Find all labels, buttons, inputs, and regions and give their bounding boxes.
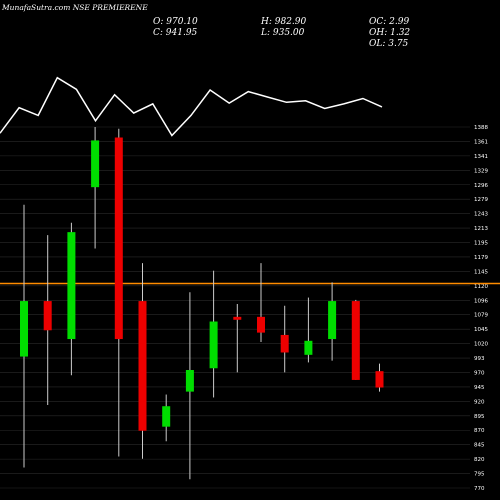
down-candle-body — [114, 137, 123, 340]
y-tick-label: 1329 — [474, 168, 488, 174]
y-tick-label: 770 — [474, 486, 485, 492]
down-candle-body — [280, 334, 289, 353]
up-candle-body — [20, 301, 28, 357]
y-tick-label: 895 — [474, 414, 485, 420]
low-value: L: 935.00 — [261, 28, 305, 38]
y-tick-label: 1079 — [474, 313, 488, 319]
close-value: C: 941.95 — [153, 28, 198, 38]
y-tick-label: 820 — [474, 457, 485, 463]
y-tick-label: 1096 — [474, 298, 488, 304]
down-candle-body — [257, 316, 265, 333]
y-tick-label: 1341 — [474, 154, 488, 160]
y-tick-label: 795 — [474, 472, 485, 478]
y-tick-label: 1195 — [474, 241, 488, 247]
y-tick-label: 870 — [474, 428, 485, 434]
up-candle-body — [209, 321, 218, 369]
oc-value: OC: 2.99 — [369, 17, 410, 27]
indicator-line — [0, 76, 383, 137]
y-tick-label: 1020 — [474, 342, 488, 348]
down-candle-body — [233, 316, 242, 320]
y-axis: 1388 1361 1341 1329 1296 1279 1243 1213 1195 1179… — [474, 125, 488, 492]
y-tick-label: 945 — [474, 385, 485, 391]
indicator-line-path — [0, 76, 383, 137]
down-candle-body — [138, 301, 147, 431]
y-tick-label: 1120 — [474, 284, 488, 290]
down-candle-body — [351, 301, 360, 380]
ol-value: OL: 3.75 — [369, 39, 409, 49]
y-tick-label: 1279 — [474, 197, 488, 203]
y-tick-label: 1388 — [474, 125, 488, 131]
up-candle-body — [91, 140, 100, 188]
up-candle-body — [328, 301, 337, 340]
down-candle-body — [43, 301, 52, 331]
y-tick-label: 1213 — [474, 226, 488, 232]
y-tick-label: 920 — [474, 399, 485, 405]
y-tick-label: 993 — [474, 356, 485, 362]
y-tick-label: 845 — [474, 443, 485, 449]
y-tick-label: 1296 — [474, 183, 488, 189]
y-tick-label: 1361 — [474, 139, 488, 145]
candles — [20, 127, 384, 480]
oh-value: OH: 1.32 — [369, 28, 411, 38]
chart-title: MunafaSutra.com NSE PREMIERENE — [2, 3, 148, 12]
up-candle-body — [67, 232, 76, 340]
open-value: O: 970.10 — [153, 17, 198, 27]
y-tick-label: 1045 — [474, 327, 488, 333]
y-tick-label: 1179 — [474, 255, 488, 261]
y-tick-label: 1145 — [474, 269, 488, 275]
up-candle-body — [162, 406, 171, 427]
grid-lines — [0, 126, 470, 489]
down-candle-body — [375, 371, 384, 388]
up-candle-body — [185, 370, 194, 392]
up-candle-body — [304, 340, 313, 355]
y-tick-label: 970 — [474, 370, 485, 376]
high-value: H: 982.90 — [261, 17, 307, 27]
y-tick-label: 1243 — [474, 212, 488, 218]
